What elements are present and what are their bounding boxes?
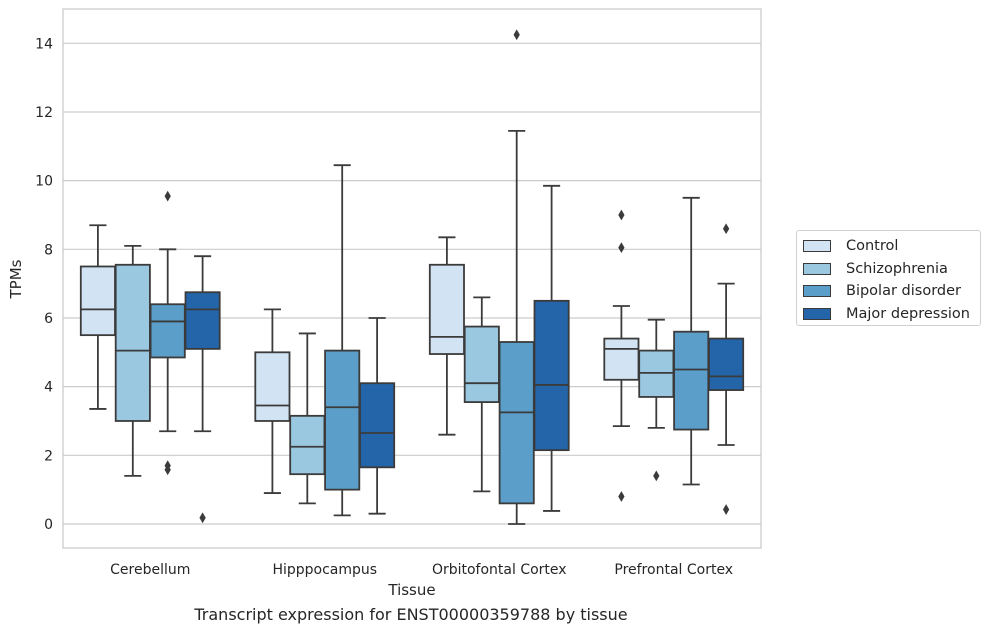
- outlier-point: [618, 242, 625, 254]
- iqr-box: [463, 325, 500, 403]
- legend-label: Bipolar disorder: [846, 283, 961, 300]
- legend-label: Schizophrenia: [846, 260, 948, 277]
- outlier-point: [164, 190, 171, 202]
- iqr-box: [708, 337, 745, 391]
- plot-frame: [62, 8, 762, 549]
- y-tick-label: 8: [44, 242, 53, 258]
- outlier-point: [513, 29, 520, 41]
- box-0-2: [428, 236, 465, 436]
- x-tick-labels: Cerebellum Hipppocampus Orbitofontal Corte…: [110, 562, 733, 578]
- box-3-3: [708, 223, 745, 515]
- iqr-box: [149, 303, 186, 359]
- chart-caption: Transcript expression for ENST0000035978…: [194, 605, 628, 624]
- box-1-2: [463, 296, 500, 493]
- iqr-box: [79, 265, 116, 337]
- box-1-1: [289, 332, 326, 505]
- legend-swatch: [803, 307, 831, 320]
- y-tick-label: 4: [44, 380, 53, 396]
- y-tick-labels: 0 2 4 6 8 10 12 14: [35, 36, 53, 533]
- outlier-point: [164, 464, 171, 476]
- legend: Control Schizophrenia Bipolar disorder M…: [796, 230, 981, 326]
- iqr-box: [114, 263, 151, 422]
- y-tick-label: 10: [35, 174, 53, 190]
- box-2-3: [673, 196, 710, 486]
- x-tick-label: Prefrontal Cortex: [614, 562, 733, 578]
- box-2-2: [498, 29, 535, 525]
- box-1-3: [638, 318, 675, 482]
- box-3-1: [359, 317, 396, 515]
- x-tick-label: Cerebellum: [110, 562, 190, 578]
- iqr-box: [533, 299, 570, 452]
- legend-swatch: [803, 285, 831, 298]
- iqr-box: [289, 414, 326, 476]
- x-axis-label: Tissue: [387, 581, 435, 599]
- legend-swatch: [803, 262, 831, 275]
- box-0-0: [79, 224, 116, 410]
- iqr-box: [498, 341, 535, 505]
- legend-item-schizophrenia: Schizophrenia: [803, 258, 980, 281]
- outlier-point: [653, 470, 660, 482]
- outlier-point: [722, 504, 730, 515]
- legend-item-control: Control: [803, 235, 980, 258]
- box-1-0: [114, 244, 151, 477]
- outlier-point: [618, 491, 625, 502]
- box-3-0: [184, 255, 221, 524]
- y-tick-label: 6: [44, 311, 53, 327]
- box-series-group: [79, 29, 745, 525]
- iqr-box: [324, 349, 361, 491]
- iqr-box: [673, 330, 710, 431]
- iqr-box: [359, 382, 396, 469]
- y-tick-label: 14: [35, 36, 53, 52]
- box-0-1: [254, 308, 291, 494]
- y-axis-label: TPMs: [7, 259, 25, 299]
- legend-item-bipolar-disorder: Bipolar disorder: [803, 280, 980, 303]
- outlier-point: [618, 209, 625, 221]
- x-tick-label: Orbitofontal Cortex: [432, 562, 567, 578]
- y-tick-label: 2: [44, 448, 53, 464]
- outlier-point: [199, 512, 206, 524]
- legend-swatch: [803, 240, 831, 253]
- legend-label: Control: [846, 238, 899, 255]
- box-2-0: [149, 190, 186, 476]
- box-3-2: [533, 184, 570, 512]
- iqr-box: [184, 291, 221, 350]
- legend-label: Major depression: [846, 305, 970, 322]
- box-2-1: [324, 164, 361, 517]
- y-tick-label: 0: [44, 517, 53, 533]
- legend-item-major-depression: Major depression: [803, 303, 980, 326]
- y-tick-label: 12: [35, 105, 53, 121]
- box-0-3: [603, 209, 640, 502]
- outlier-point: [722, 223, 730, 235]
- iqr-box: [428, 263, 465, 355]
- iqr-box: [254, 351, 291, 422]
- x-tick-label: Hipppocampus: [272, 562, 377, 578]
- iqr-box: [603, 337, 640, 381]
